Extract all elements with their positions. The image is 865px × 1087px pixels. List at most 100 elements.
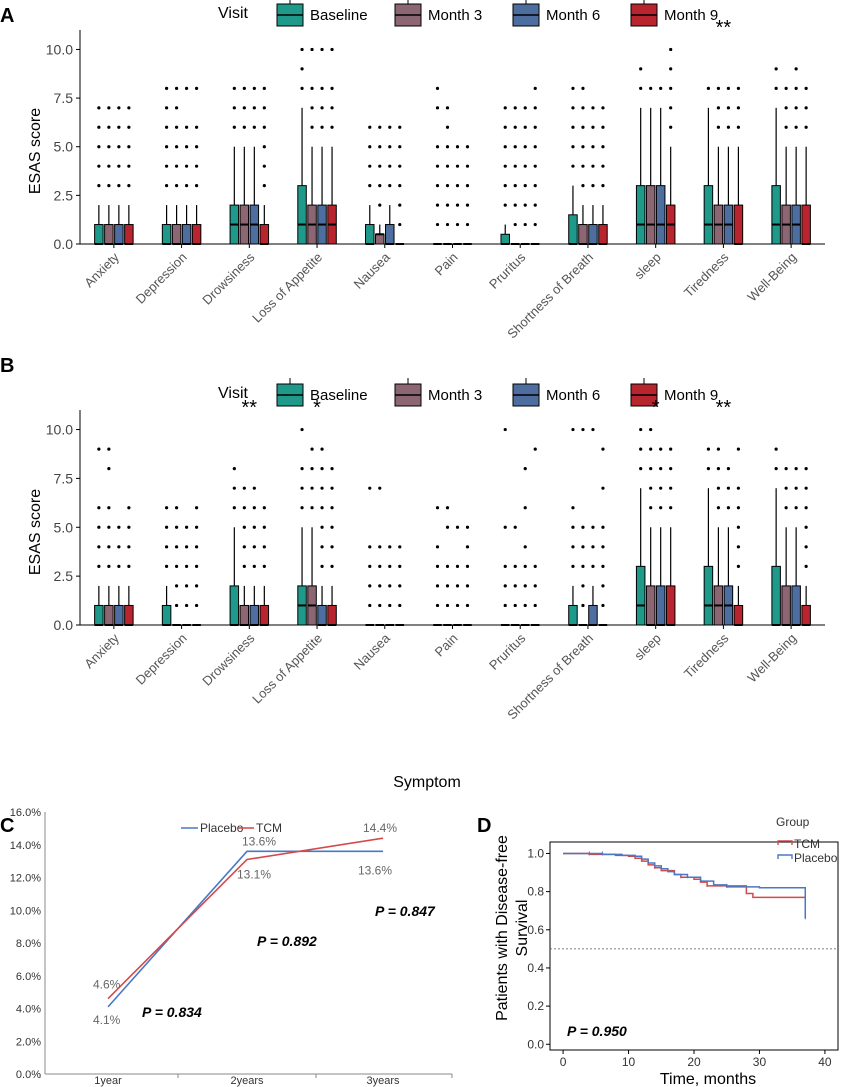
x-tick-label: 0	[560, 1055, 567, 1069]
box-iqr	[655, 185, 666, 245]
outlier-point	[300, 486, 304, 490]
box-8-2	[655, 86, 666, 245]
box-iqr	[124, 604, 134, 626]
outlier-point	[774, 467, 778, 471]
box-iqr	[791, 585, 801, 626]
outlier-point	[513, 603, 517, 608]
outlier-point	[706, 447, 711, 451]
outlier-point	[533, 447, 537, 451]
box-iqr	[635, 185, 646, 245]
box-6-2	[520, 106, 530, 245]
outlier-point	[330, 525, 334, 529]
box-10-1	[781, 86, 791, 245]
outlier-point	[232, 106, 236, 110]
box-3-1	[307, 47, 317, 245]
box-2-2	[249, 486, 260, 626]
y-tick-label: 6.0%	[16, 971, 41, 983]
outlier-point	[571, 427, 575, 432]
outlier-point	[127, 106, 131, 110]
outlier-point	[378, 486, 382, 490]
outlier-point	[174, 584, 179, 588]
box-5-0	[433, 86, 442, 245]
y-tick-label: 0.0	[527, 1037, 544, 1051]
outlier-point	[445, 145, 450, 149]
outlier-point	[591, 427, 595, 432]
outlier-point	[368, 564, 372, 568]
outlier-point	[726, 86, 731, 90]
outlier-point	[591, 184, 595, 188]
outlier-point	[127, 506, 131, 510]
outlier-point	[232, 86, 236, 90]
x-tick-label: 10	[622, 1055, 636, 1069]
box-iqr	[635, 565, 646, 626]
outlier-point	[378, 145, 382, 149]
outlier-point	[398, 222, 402, 227]
outlier-point	[378, 125, 382, 129]
outlier-point	[601, 164, 605, 168]
outlier-point	[174, 164, 179, 168]
outlier-point	[242, 486, 246, 490]
outlier-point	[97, 184, 101, 188]
outlier-point	[174, 184, 179, 188]
outlier-point	[262, 525, 266, 529]
box-iqr	[771, 565, 781, 626]
box-iqr	[94, 224, 104, 245]
outlier-point	[194, 564, 199, 568]
outlier-point	[716, 486, 721, 490]
box-7-2	[588, 427, 598, 626]
outlier-point	[320, 86, 324, 90]
box-1-1	[171, 86, 182, 245]
outlier-point	[736, 125, 741, 129]
box-iqr	[801, 204, 811, 245]
outlier-point	[435, 564, 440, 568]
outlier-point	[533, 184, 537, 188]
outlier-point	[455, 564, 460, 568]
outlier-point	[591, 164, 595, 168]
category-label-0: Anxiety	[81, 249, 122, 290]
outlier-point	[523, 164, 527, 168]
outlier-point	[194, 584, 199, 588]
outlier-point	[310, 467, 314, 471]
y-tick-label: 0.8	[527, 885, 544, 899]
outlier-point	[184, 584, 189, 588]
outlier-point	[571, 506, 575, 510]
box-iqr	[94, 604, 104, 626]
outlier-point	[513, 584, 517, 588]
box-8-1	[645, 86, 656, 245]
outlier-point	[368, 164, 372, 168]
box-1-0	[161, 86, 172, 245]
outlier-point	[435, 222, 440, 227]
outlier-point	[445, 525, 450, 529]
legend-label-1: Month 3	[428, 7, 482, 24]
outlier-point	[368, 145, 372, 149]
box-9-1	[713, 86, 724, 245]
outlier-point	[601, 125, 605, 129]
outlier-point	[513, 106, 517, 110]
outlier-point	[523, 184, 527, 188]
p-value-label: P = 0.834	[142, 1004, 202, 1020]
outlier-point	[669, 86, 673, 90]
box-iqr	[588, 604, 598, 626]
outlier-point	[513, 145, 517, 149]
outlier-point	[669, 106, 673, 110]
box-4-3	[395, 545, 405, 626]
x-tick-label: 2years	[230, 1075, 264, 1087]
outlier-point	[262, 145, 266, 149]
legend-title: Visit	[218, 5, 248, 22]
outlier-point	[97, 506, 101, 510]
outlier-point	[117, 106, 121, 110]
outlier-point	[378, 545, 382, 549]
outlier-point	[513, 164, 517, 168]
legend-label-0: Baseline	[310, 7, 368, 24]
outlier-point	[571, 86, 575, 90]
outlier-point	[445, 222, 450, 227]
outlier-point	[601, 447, 605, 451]
outlier-point	[174, 545, 179, 549]
legend-label-placebo: Placebo	[794, 851, 838, 865]
outlier-point	[378, 164, 382, 168]
panel-a-plot: 0.0 2.5 5.0 7.5 10.0 Anxiety Depression Drowsin…	[46, 17, 825, 341]
outlier-point	[601, 486, 605, 490]
outlier-point	[107, 184, 111, 188]
outlier-point	[242, 525, 246, 529]
outlier-point	[523, 467, 527, 471]
